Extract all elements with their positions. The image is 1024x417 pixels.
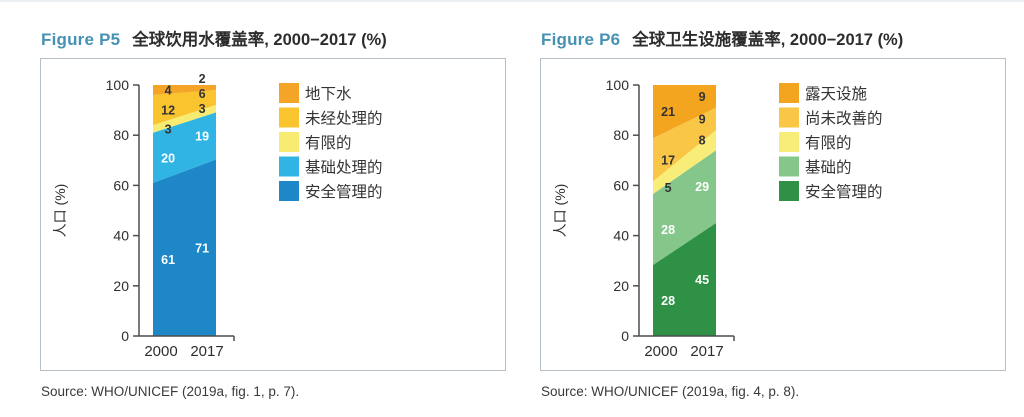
segment-value-label: 28 (661, 223, 675, 237)
figure-p6: Figure P6 全球卫生设施覆盖率, 2000−2017 (%) 28 28 5… (540, 26, 1006, 399)
segment-value-label: 20 (161, 151, 175, 165)
y-tick-label: 20 (613, 278, 629, 294)
legend-swatch-未经处理的 (279, 107, 299, 128)
segment-value-label: 5 (665, 181, 672, 195)
legend-swatch-安全管理的 (779, 181, 799, 201)
segment-value-label: 8 (699, 134, 706, 148)
legend-swatch-基础的 (779, 156, 799, 177)
series-band-安全管理的 (653, 223, 716, 336)
y-tick-label: 60 (113, 177, 129, 193)
series-band-有限的 (653, 130, 716, 195)
legend-label-地下水: 地下水 (305, 85, 352, 103)
x-tick-label-2000: 2000 (144, 343, 177, 360)
figure-p5-title-text: 全球饮用水覆盖率, 2000−2017 (%) (132, 31, 387, 49)
y-tick-label: 40 (113, 228, 129, 244)
figure-p5-panel: 61 20 3 12 4 71 19 3 6 2 0 20 40 60 80 100 2000 2017 人口 (%… (40, 58, 506, 371)
y-axis-title: 人口 (%) (52, 184, 68, 238)
segment-value-label: 61 (161, 253, 175, 267)
series-band-尚未改善的 (653, 107, 716, 182)
y-axis-title: 人口 (%) (552, 184, 568, 238)
segment-value-label: 71 (195, 241, 209, 255)
legend-label-尚未改善的: 尚未改善的 (805, 110, 883, 128)
y-tick-label: 80 (113, 127, 129, 143)
legend-swatch-露天设施 (779, 83, 799, 103)
series-band-地下水 (153, 85, 216, 96)
y-tick-label: 100 (606, 77, 630, 93)
segment-value-label: 9 (699, 90, 706, 104)
segment-value-label: 28 (661, 294, 675, 308)
legend-swatch-基础处理的 (279, 156, 299, 177)
segment-value-label: 6 (199, 87, 206, 101)
x-tick-label-2000: 2000 (644, 343, 677, 360)
figure-p5-label: Figure P5 (41, 30, 121, 49)
segment-value-label: 3 (165, 122, 172, 136)
figure-p6-panel: 28 28 5 17 21 45 29 8 9 9 0 20 40 60 80 100 2000 2017 人口 (… (540, 58, 1006, 371)
y-tick-label: 0 (621, 328, 629, 344)
legend-label-基础的: 基础的 (805, 159, 852, 177)
legend-label-有限的: 有限的 (805, 134, 852, 152)
legend-label-安全管理的: 安全管理的 (305, 183, 383, 201)
x-tick-label-2017: 2017 (690, 343, 723, 360)
legend-label-未经处理的: 未经处理的 (305, 110, 383, 128)
x-tick-label-2017: 2017 (190, 343, 223, 360)
y-tick-label: 40 (613, 228, 629, 244)
segment-value-label: 17 (661, 153, 675, 167)
series-band-未经处理的 (153, 89, 216, 126)
segment-value-label: 29 (695, 180, 709, 194)
legend-swatch-尚未改善的 (779, 107, 799, 128)
figure-p6-source: Source: WHO/UNICEF (2019a, fig. 4, p. 8)… (541, 384, 800, 399)
legend-swatch-有限的 (779, 132, 799, 152)
y-tick-label: 100 (106, 77, 130, 93)
y-tick-label: 80 (613, 127, 629, 143)
segment-value-label: 9 (699, 112, 706, 126)
legend-label-露天设施: 露天设施 (805, 85, 867, 103)
segment-value-label: 12 (161, 104, 175, 118)
series-band-有限的 (153, 104, 216, 133)
series-band-基础处理的 (153, 112, 216, 183)
series-band-安全管理的 (153, 159, 216, 336)
legend-swatch-地下水 (279, 83, 299, 103)
segment-value-label: 19 (195, 129, 209, 143)
legend-label-安全管理的: 安全管理的 (805, 183, 883, 201)
page-top-rule (0, 0, 1024, 2)
series-band-基础的 (653, 150, 716, 266)
figure-p5-source: Source: WHO/UNICEF (2019a, fig. 1, p. 7)… (41, 384, 300, 399)
figure-p5: Figure P5 全球饮用水覆盖率, 2000−2017 (%) 61 20 3 1… (40, 26, 506, 399)
legend-swatch-安全管理的 (279, 181, 299, 201)
legend-label-基础处理的: 基础处理的 (305, 159, 383, 177)
y-tick-label: 0 (121, 328, 129, 344)
segment-value-label: 45 (695, 273, 709, 287)
figure-p6-title: Figure P6 全球卫生设施覆盖率, 2000−2017 (%) (541, 26, 1006, 50)
figure-p5-title: Figure P5 全球饮用水覆盖率, 2000−2017 (%) (41, 26, 506, 50)
y-tick-label: 20 (113, 278, 129, 294)
figure-p6-title-text: 全球卫生设施覆盖率, 2000−2017 (%) (632, 31, 904, 49)
segment-value-label: 4 (165, 84, 172, 98)
segment-value-label: 2 (199, 72, 206, 86)
segment-value-label: 3 (199, 102, 206, 116)
sanitation-stacked-area-chart: 28 28 5 17 21 45 29 8 9 9 0 20 40 60 80 100 2000 2017 人口 (… (552, 77, 883, 360)
series-band-露天设施 (653, 85, 716, 139)
figure-p6-label: Figure P6 (541, 30, 621, 49)
legend-label-有限的: 有限的 (305, 134, 352, 152)
y-tick-label: 60 (613, 177, 629, 193)
segment-value-label: 21 (661, 105, 675, 119)
legend-swatch-有限的 (279, 132, 299, 152)
